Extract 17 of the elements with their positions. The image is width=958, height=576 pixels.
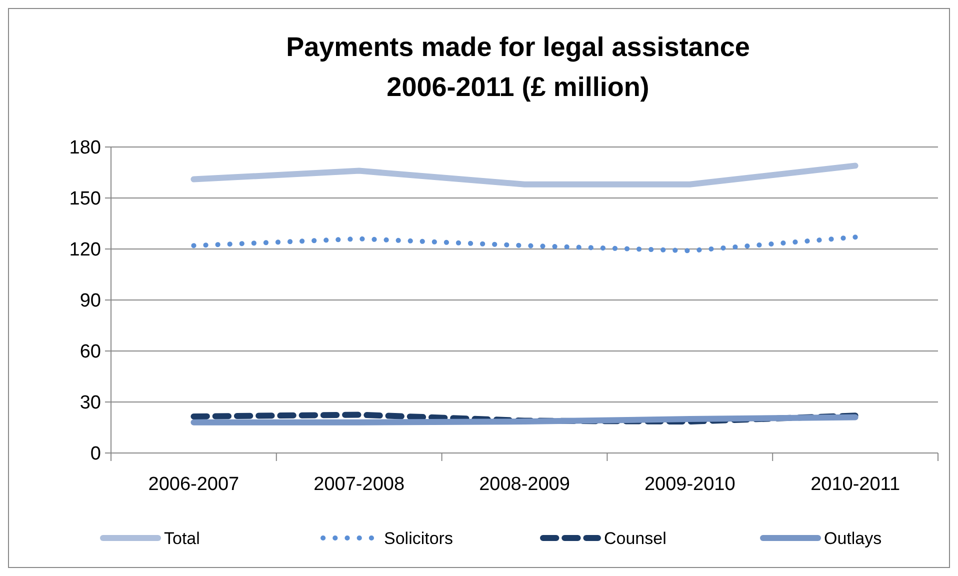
legend-label: Total — [164, 528, 200, 548]
x-tick-label: 2007-2008 — [314, 474, 405, 495]
y-tick-label: 30 — [80, 392, 101, 414]
legend-label: Solicitors — [384, 528, 453, 548]
x-tick-label: 2009-2010 — [644, 474, 736, 495]
y-tick-label: 150 — [69, 188, 101, 210]
y-tick-label: 120 — [69, 240, 101, 261]
x-tick-label: 2010-2011 — [810, 474, 900, 495]
legend-label: Outlays — [824, 528, 882, 548]
y-tick-label: 60 — [80, 342, 101, 363]
legend-label: Counsel — [604, 528, 666, 548]
chart-title: Payments made for legal assistance 2006-2011 (£ million) — [286, 32, 750, 102]
y-tick-label: 0 — [90, 444, 101, 465]
y-tick-label: 90 — [80, 290, 101, 312]
y-tick-label: 180 — [69, 138, 101, 159]
x-tick-label: 2008-2009 — [479, 474, 570, 495]
x-tick-label: 2006-2007 — [148, 474, 240, 495]
